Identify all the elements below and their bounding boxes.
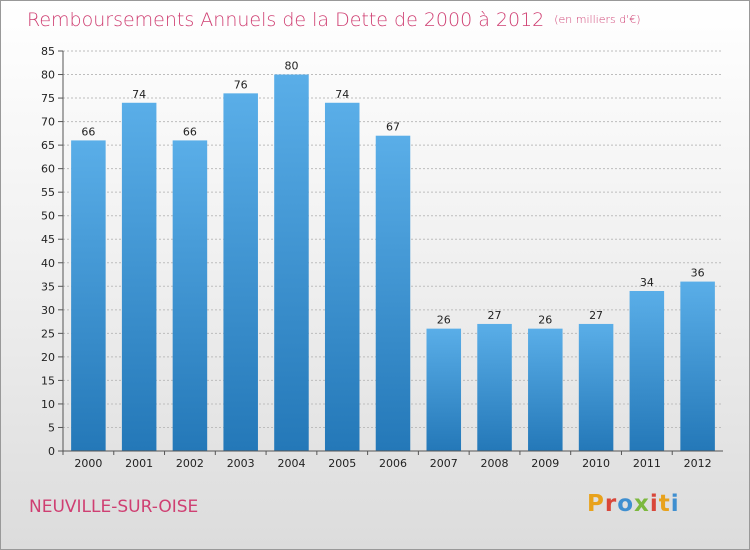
bar xyxy=(528,328,563,451)
data-label: 27 xyxy=(589,309,603,322)
bar xyxy=(426,328,462,451)
y-tick-label: 25 xyxy=(41,327,55,340)
data-label: 26 xyxy=(437,314,451,327)
logo-letter: t xyxy=(658,491,671,517)
bar xyxy=(223,93,258,452)
y-tick-label: 15 xyxy=(41,374,55,387)
y-tick-label: 30 xyxy=(41,304,55,317)
data-label: 66 xyxy=(81,125,95,138)
logo-letter: i xyxy=(670,491,680,517)
y-tick-label: 0 xyxy=(48,445,55,458)
commune-name: NEUVILLE-SUR-OISE xyxy=(29,497,199,517)
data-label: 34 xyxy=(640,276,654,289)
x-tick-label: 2010 xyxy=(582,457,610,470)
x-tick-label: 2006 xyxy=(379,457,407,470)
y-tick-label: 20 xyxy=(41,351,55,364)
y-tick-label: 10 xyxy=(41,398,55,411)
bar xyxy=(274,74,309,451)
y-tick-label: 60 xyxy=(41,163,55,176)
y-tick-label: 35 xyxy=(41,280,55,293)
x-tick-label: 2003 xyxy=(227,457,255,470)
bar xyxy=(324,102,360,451)
y-tick-label: 5 xyxy=(48,421,55,434)
y-tick-label: 75 xyxy=(41,92,55,105)
chart-title: Remboursements Annuels de la Dette de 20… xyxy=(27,9,641,31)
data-label: 27 xyxy=(488,309,502,322)
data-label: 74 xyxy=(335,88,349,101)
y-tick-label: 40 xyxy=(41,257,55,270)
x-tick-label: 2011 xyxy=(633,457,661,470)
x-tick-label: 2005 xyxy=(328,457,356,470)
data-label: 76 xyxy=(234,78,248,91)
proxiti-logo: Proxiti xyxy=(587,491,680,517)
chart-title-text: Remboursements Annuels de la Dette de 20… xyxy=(27,9,545,31)
x-tick-label: 2008 xyxy=(481,457,509,470)
axes: 0 5 10 15 20 25 30 35 40 45 50 55 60 65 70 75 80 85 2000 20… xyxy=(41,45,723,470)
chart-unit: (en milliers d'€) xyxy=(554,13,641,26)
y-tick-label: 80 xyxy=(41,69,55,82)
data-label: 67 xyxy=(386,121,400,134)
y-tick-label: 45 xyxy=(41,233,55,246)
bar xyxy=(172,140,208,452)
x-tick-label: 2007 xyxy=(430,457,458,470)
y-tick-label: 50 xyxy=(41,210,55,223)
y-tick-label: 55 xyxy=(41,186,55,199)
data-label: 36 xyxy=(691,267,705,280)
x-tick-label: 2001 xyxy=(125,457,153,470)
logo-letter: P xyxy=(587,491,605,517)
data-label: 74 xyxy=(132,88,146,101)
y-tick-label: 70 xyxy=(41,116,55,129)
bar xyxy=(477,323,512,451)
logo-letter: o xyxy=(617,491,635,517)
bar xyxy=(375,135,411,452)
data-label: 66 xyxy=(183,125,197,138)
y-tick-label: 65 xyxy=(41,139,55,152)
x-tick-label: 2004 xyxy=(277,457,305,470)
data-label: 80 xyxy=(284,60,298,73)
bar xyxy=(578,323,614,451)
x-tick-label: 2000 xyxy=(74,457,102,470)
y-tick-label: 85 xyxy=(41,45,55,58)
logo-letter: r xyxy=(604,491,618,517)
bar xyxy=(121,102,157,451)
bar xyxy=(680,281,715,451)
bars: 66 74 66 76 80 74 67 26 27 26 27 34 36 xyxy=(71,60,715,452)
x-tick-label: 2009 xyxy=(531,457,559,470)
bar xyxy=(629,291,665,451)
x-tick-label: 2002 xyxy=(176,457,204,470)
logo-letter: i xyxy=(649,491,659,517)
x-tick-label: 2012 xyxy=(684,457,712,470)
logo-letter: x xyxy=(634,491,650,517)
bar xyxy=(71,140,106,452)
data-label: 26 xyxy=(538,314,552,327)
